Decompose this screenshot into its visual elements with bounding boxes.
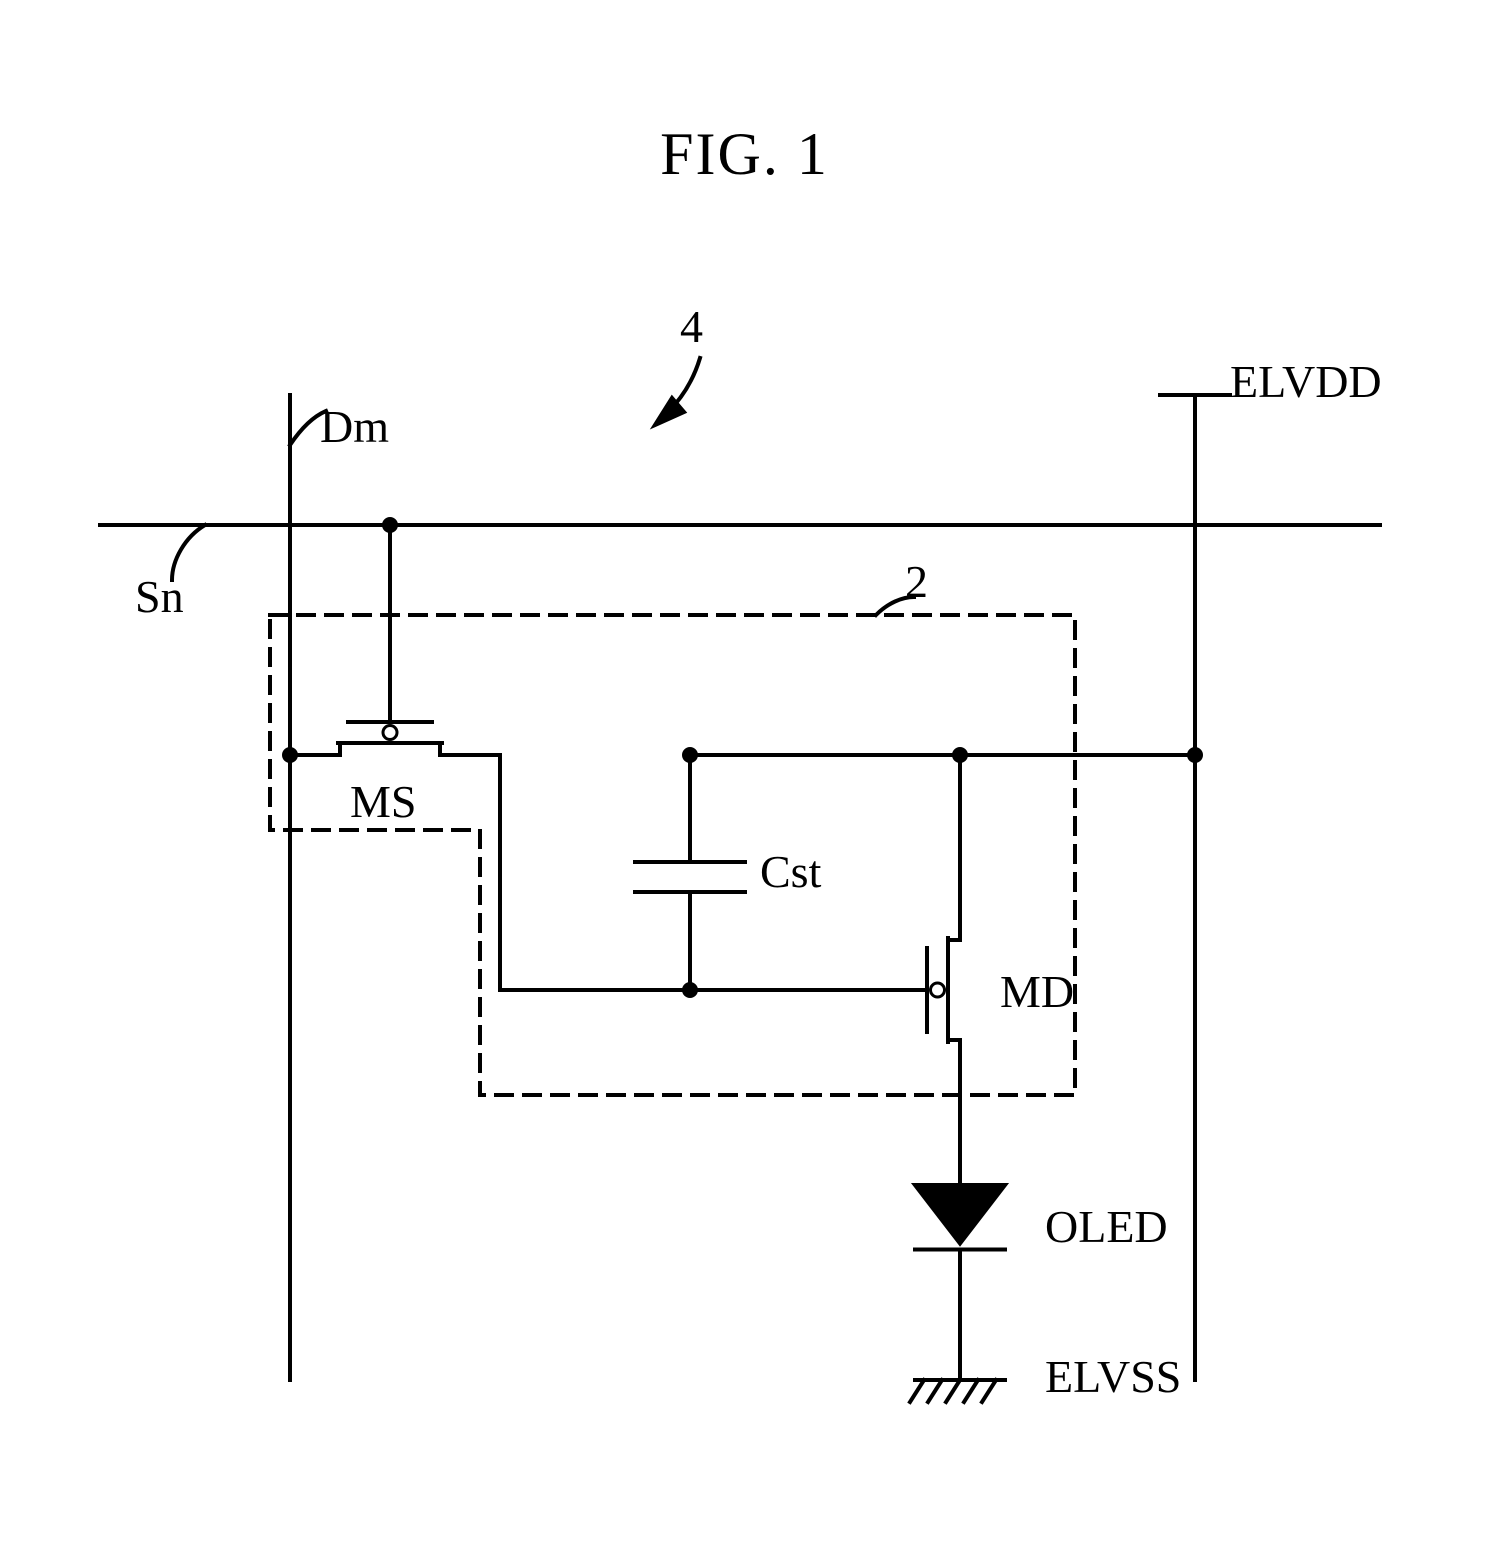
label-elvdd: ELVDD	[1230, 355, 1382, 408]
node-gate-cstbot	[682, 982, 698, 998]
oled-triangle	[915, 1185, 1005, 1244]
md-pmos-bubble	[931, 983, 945, 997]
label-circuit-ref: 2	[905, 555, 928, 608]
label-sn: Sn	[135, 570, 184, 623]
node-sn-msgate	[382, 517, 398, 533]
label-pixel-ref: 4	[680, 300, 703, 353]
node-elvdd-rail	[1187, 747, 1203, 763]
label-cst: Cst	[760, 845, 821, 898]
node-dm-ms	[282, 747, 298, 763]
gnd-hatch	[964, 1380, 978, 1402]
label-elvss: ELVSS	[1045, 1350, 1181, 1403]
label-oled: OLED	[1045, 1200, 1168, 1253]
node-csttop-rail	[682, 747, 698, 763]
gnd-hatch	[946, 1380, 960, 1402]
figure-title: FIG. 1	[0, 120, 1489, 189]
ms-pmos-bubble	[383, 726, 397, 740]
label-dm: Dm	[320, 400, 389, 453]
label-ms: MS	[350, 775, 416, 828]
label-md: MD	[1000, 965, 1074, 1018]
node-rail-mddrain	[952, 747, 968, 763]
gnd-hatch	[982, 1380, 996, 1402]
gnd-hatch	[928, 1380, 942, 1402]
pixel-ref-arrow	[655, 398, 684, 425]
gnd-hatch	[910, 1380, 924, 1402]
